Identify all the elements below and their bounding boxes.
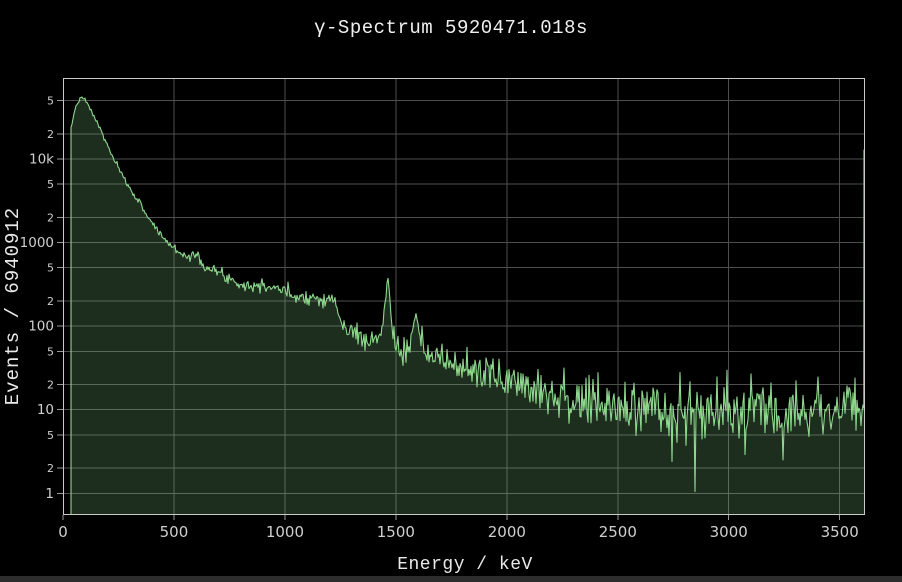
plot-frame bbox=[63, 78, 865, 515]
y-tick-label: 5 bbox=[47, 95, 54, 108]
spectrum-area bbox=[71, 97, 865, 515]
y-tick-label: 1 bbox=[45, 486, 54, 502]
y-tick-label: 2 bbox=[47, 211, 54, 224]
y-tick-label: 2 bbox=[47, 128, 54, 141]
x-tick-label: 3500 bbox=[821, 523, 859, 541]
spectrum-line bbox=[70, 96, 866, 515]
y-tick-label: 5 bbox=[47, 345, 54, 358]
x-tick-label: 2000 bbox=[488, 523, 526, 541]
y-tick-label: 2 bbox=[47, 295, 54, 308]
x-tick-label: 1000 bbox=[266, 523, 304, 541]
window-edge-strip bbox=[0, 576, 902, 582]
x-tick-label: 500 bbox=[160, 523, 189, 541]
y-tick-label: 5 bbox=[47, 429, 54, 442]
x-tick-label: 3000 bbox=[710, 523, 748, 541]
x-tick-label: 2500 bbox=[599, 523, 637, 541]
x-axis-title: Energy / keV bbox=[397, 555, 533, 575]
y-tick-label: 10 bbox=[37, 402, 54, 418]
y-tick-label: 100 bbox=[28, 319, 54, 335]
y-tick-label: 1000 bbox=[20, 235, 54, 251]
y-tick-label: 2 bbox=[47, 379, 54, 392]
y-tick-label: 10k bbox=[29, 151, 54, 167]
x-tick-label: 0 bbox=[58, 523, 68, 541]
y-tick-label: 5 bbox=[47, 178, 54, 191]
chart-title: γ-Spectrum 5920471.018s bbox=[314, 17, 588, 39]
x-tick-label: 1500 bbox=[377, 523, 415, 541]
y-tick-label: 2 bbox=[47, 462, 54, 475]
y-tick-label: 5 bbox=[47, 262, 54, 275]
